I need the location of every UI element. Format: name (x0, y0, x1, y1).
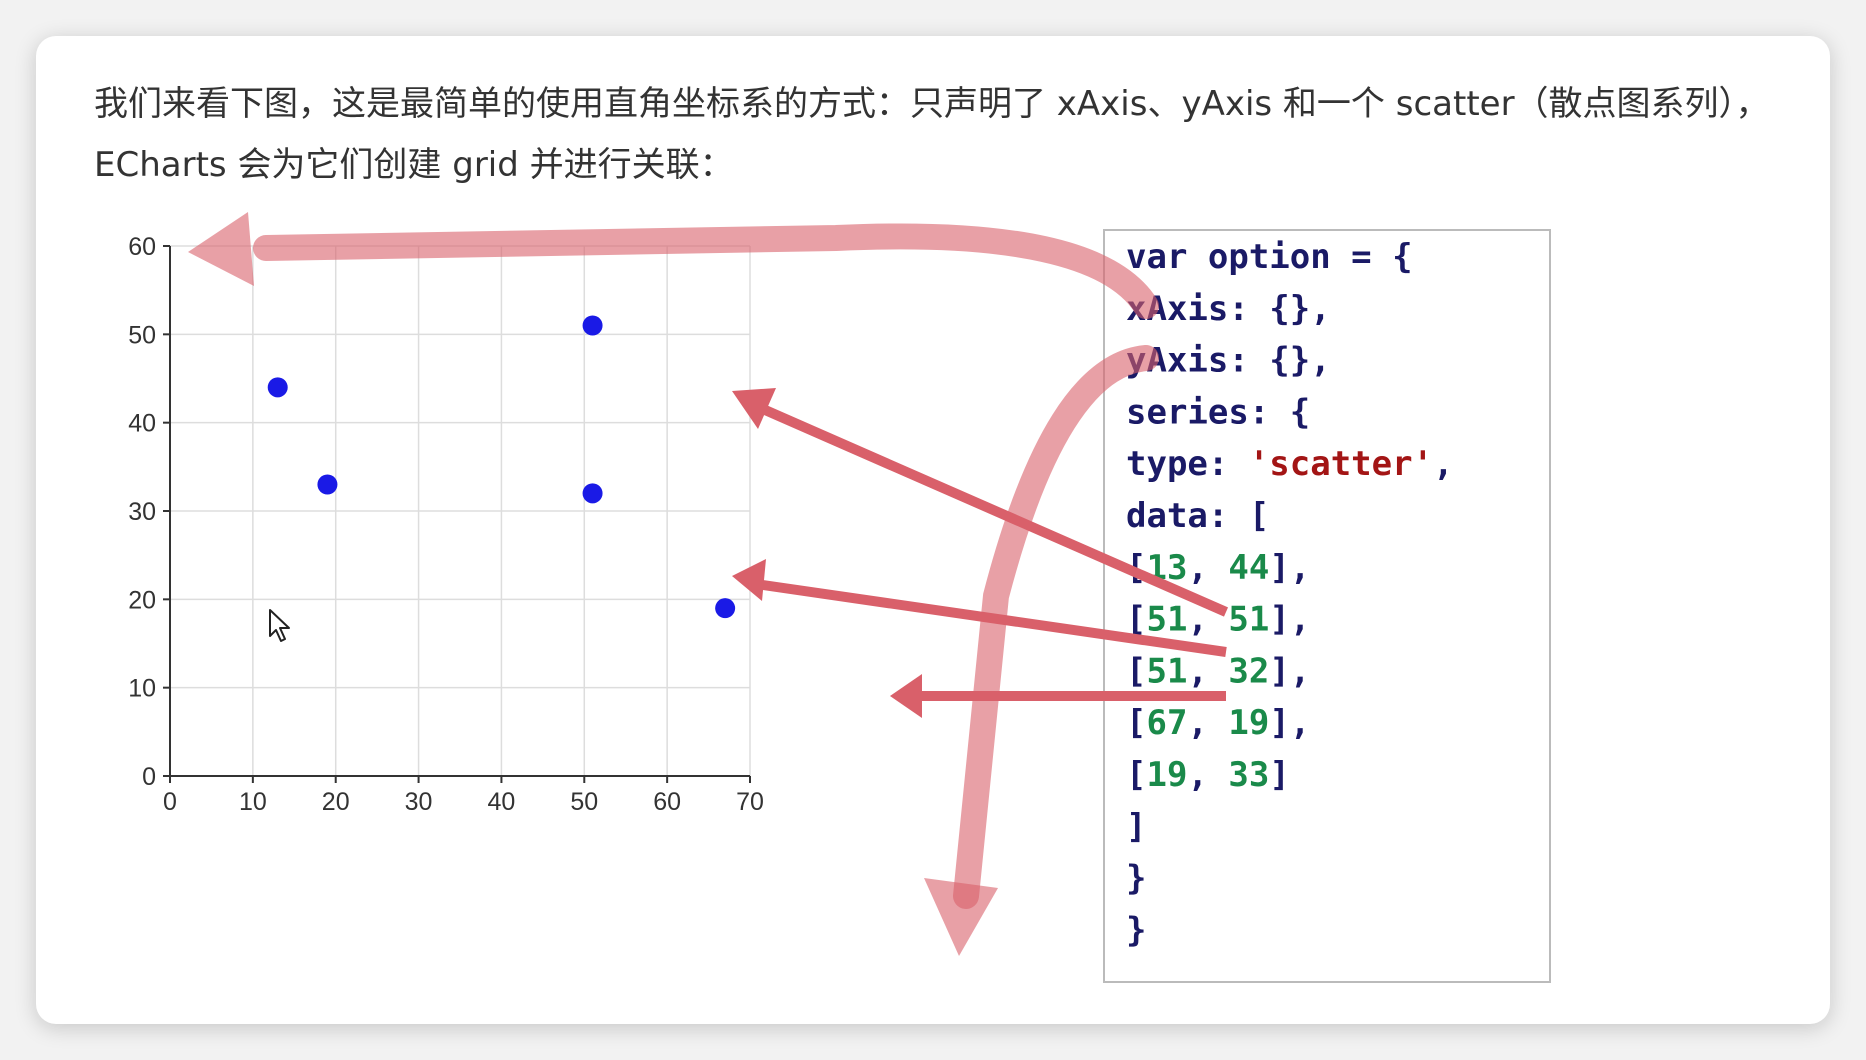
x-tick-label: 70 (736, 788, 764, 816)
code-panel (1103, 229, 1551, 983)
xaxis-arrowhead (188, 212, 254, 286)
code-token: ], (1269, 600, 1310, 640)
code-line: [51, 32], (1126, 651, 1310, 691)
x-tick-label: 50 (570, 788, 598, 816)
scatter-chart: 0 10 20 30 40 50 60 70 0 10 20 30 40 50 60 (128, 233, 764, 816)
point-arrow-67-19-head (890, 674, 922, 718)
point-arrow-51-51-head (732, 388, 776, 429)
yaxis-arrow (953, 345, 1159, 909)
code-token: yAxis: {}, (1126, 341, 1331, 381)
x-tick-label: 40 (488, 788, 516, 816)
code-token: ], (1269, 651, 1310, 691)
x-tick-label: 0 (163, 788, 177, 816)
code-token: , (1187, 651, 1228, 691)
code-line: ] (1126, 807, 1146, 847)
code-token: [ (1126, 600, 1146, 640)
x-tick-label: 10 (239, 788, 267, 816)
y-tick-label: 40 (128, 410, 156, 438)
code-token: ] (1269, 755, 1289, 795)
scatter-point (582, 483, 603, 504)
code-token: 32 (1228, 651, 1269, 691)
code-token: 51 (1228, 600, 1269, 640)
mouse-pointer-icon (269, 609, 290, 642)
x-tick-label: 30 (405, 788, 433, 816)
code-token: 19 (1146, 755, 1187, 795)
code-token: ] (1126, 807, 1146, 847)
code-token: ], (1269, 703, 1310, 743)
y-tick-label: 10 (128, 675, 156, 703)
code-line: [19, 33] (1126, 755, 1290, 795)
yaxis-arrowhead (924, 878, 998, 956)
code-token: var option = { (1126, 237, 1413, 277)
code-token: 51 (1146, 651, 1187, 691)
code-line: data: [ (1126, 496, 1269, 536)
code-token: [ (1126, 651, 1146, 691)
code-token: } (1126, 910, 1146, 950)
code-token: xAxis: {}, (1126, 289, 1331, 329)
code-token: [ (1126, 755, 1146, 795)
x-tick-label: 20 (322, 788, 350, 816)
code-token: [ (1126, 703, 1146, 743)
code-token: , (1433, 444, 1453, 484)
xaxis-arrow (253, 223, 1159, 319)
code-line: [67, 19], (1126, 703, 1310, 743)
point-arrow-51-51 (753, 401, 1229, 617)
y-tick-label: 20 (128, 586, 156, 614)
scatter-point (267, 377, 288, 398)
code-token: } (1126, 859, 1146, 899)
code-token: 'scatter' (1249, 444, 1433, 484)
code-token: 51 (1146, 600, 1187, 640)
y-tick-label: 0 (142, 763, 156, 791)
annotation-arrows (188, 212, 1229, 956)
code-token: ], (1269, 548, 1310, 588)
code-line: var option = { (1126, 237, 1413, 277)
scatter-point (317, 474, 338, 495)
code-token: series: { (1126, 392, 1310, 432)
code-token: 67 (1146, 703, 1187, 743)
code-line: } (1126, 910, 1146, 950)
code-line: series: { (1126, 392, 1310, 432)
code-line: type: 'scatter', (1126, 444, 1454, 484)
point-arrow-51-32-head (732, 559, 766, 601)
scatter-point (715, 598, 736, 619)
code-token: , (1187, 703, 1228, 743)
y-tick-label: 50 (128, 321, 156, 349)
code-token: 33 (1228, 755, 1269, 795)
intro-paragraph: 我们来看下图，这是最简单的使用直角坐标系的方式：只声明了 xAxis、yAxis… (94, 84, 1770, 185)
scatter-point (582, 315, 603, 336)
code-token: , (1187, 755, 1228, 795)
code-line: } (1126, 859, 1146, 899)
y-tick-label: 30 (128, 498, 156, 526)
code-token: , (1187, 548, 1228, 588)
code-token: 19 (1228, 703, 1269, 743)
code-token: data: [ (1126, 496, 1269, 536)
y-tick-label: 60 (128, 233, 156, 261)
code-snippet: var option = { xAxis: {}, yAxis: {}, ser… (1126, 237, 1454, 950)
content-card: 我们来看下图，这是最简单的使用直角坐标系的方式：只声明了 xAxis、yAxis… (36, 36, 1830, 1024)
code-token: 44 (1228, 548, 1269, 588)
echarts-grid-figure: 0 10 20 30 40 50 60 70 0 10 20 30 40 50 60 var option … (128, 212, 1551, 983)
x-tick-label: 60 (653, 788, 681, 816)
code-token: type: (1126, 444, 1249, 484)
point-arrow-51-32 (755, 579, 1227, 657)
code-line: yAxis: {}, (1126, 341, 1331, 381)
code-line: xAxis: {}, (1126, 289, 1331, 329)
